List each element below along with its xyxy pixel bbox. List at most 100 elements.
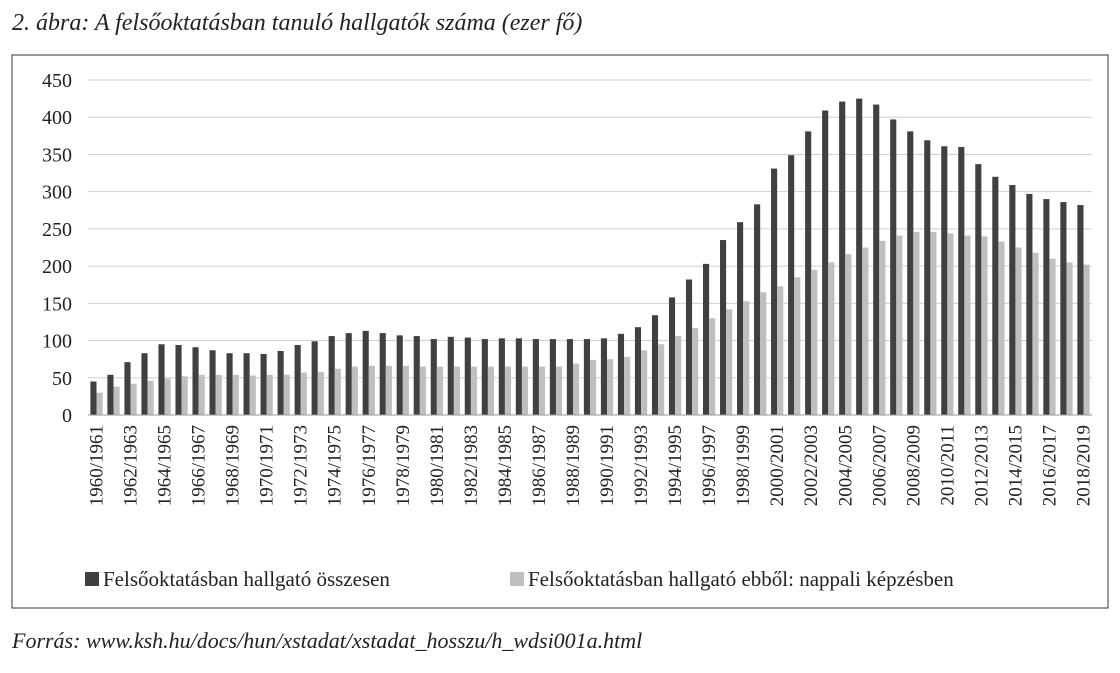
- bar: [709, 318, 716, 415]
- bar: [788, 155, 795, 415]
- bar: [692, 327, 699, 415]
- bar: [981, 236, 988, 415]
- x-tick-label: 2012/2013: [971, 425, 992, 506]
- bar: [124, 362, 131, 415]
- y-tick-label: 0: [62, 405, 72, 427]
- bar: [368, 365, 375, 415]
- x-tick-label: 1986/1987: [529, 425, 550, 506]
- y-tick-label: 150: [42, 293, 72, 315]
- chart-frame: [11, 54, 1109, 609]
- x-tick-label: 1982/1983: [461, 425, 482, 506]
- bar: [430, 339, 437, 415]
- bar: [107, 374, 114, 415]
- bar: [964, 235, 971, 415]
- bar: [532, 339, 539, 415]
- bar: [873, 104, 880, 416]
- bar: [566, 339, 573, 415]
- bar: [651, 315, 659, 415]
- bar: [794, 277, 801, 415]
- bar: [158, 344, 165, 415]
- bar: [294, 345, 301, 415]
- x-tick-label: 1968/1969: [223, 425, 244, 506]
- x-tick-label: 2004/2005: [835, 425, 856, 506]
- bar: [1009, 184, 1016, 415]
- x-tick-label: 1960/1961: [87, 425, 108, 506]
- bar: [754, 204, 761, 415]
- x-tick-label: 1984/1985: [495, 425, 516, 506]
- y-tick-label: 300: [42, 182, 72, 204]
- bar: [243, 353, 250, 415]
- bar: [777, 286, 784, 415]
- bar: [958, 147, 965, 415]
- bar: [702, 263, 710, 415]
- bar: [192, 347, 199, 415]
- bar: [481, 339, 488, 415]
- bar: [675, 336, 682, 415]
- bar: [464, 337, 471, 415]
- bar: [1026, 193, 1033, 415]
- bar: [498, 338, 505, 415]
- bar: [113, 386, 120, 415]
- bar: [345, 333, 352, 415]
- bar: [413, 336, 420, 415]
- bar: [743, 301, 750, 415]
- bar: [515, 338, 522, 415]
- bar: [351, 366, 358, 415]
- bar: [487, 366, 495, 415]
- bar: [130, 383, 137, 415]
- y-tick-label: 100: [42, 331, 72, 353]
- bar: [685, 279, 693, 415]
- bar: [447, 336, 454, 415]
- x-tick-label: 1990/1991: [597, 425, 618, 506]
- y-tick-label: 50: [52, 368, 72, 390]
- bar: [96, 392, 103, 415]
- bar: [1083, 264, 1090, 415]
- bar: [283, 374, 290, 415]
- bar: [607, 359, 614, 415]
- bar: [362, 330, 369, 415]
- bar: [1066, 262, 1073, 415]
- x-tick-label: 1980/1981: [427, 425, 448, 506]
- bar: [379, 333, 386, 415]
- x-tick-label: 2002/2003: [801, 425, 822, 506]
- bar: [975, 164, 982, 415]
- bar: [658, 344, 665, 415]
- x-tick-label: 2014/2015: [1005, 425, 1026, 506]
- bar: [147, 380, 154, 415]
- bar: [590, 359, 597, 415]
- bar: [805, 131, 812, 415]
- bar: [879, 240, 886, 415]
- x-tick-label: 1964/1965: [155, 425, 176, 506]
- x-tick-label: 2016/2017: [1039, 425, 1060, 506]
- x-tick-label: 1998/1999: [733, 425, 754, 506]
- bar: [249, 375, 256, 415]
- bar: [141, 353, 148, 415]
- bar: [924, 140, 931, 416]
- bar: [1060, 202, 1067, 415]
- bar: [771, 168, 778, 415]
- bar: [583, 339, 590, 415]
- x-tick-label: 1976/1977: [359, 425, 380, 506]
- bar: [232, 374, 239, 415]
- bar: [828, 262, 835, 415]
- bar: [634, 327, 642, 415]
- bar: [164, 378, 171, 415]
- bar: [175, 345, 182, 415]
- x-tick-label: 2010/2011: [937, 425, 958, 506]
- bar: [266, 374, 273, 415]
- bar: [572, 363, 580, 415]
- x-tick-label: 1970/1971: [257, 425, 278, 506]
- bar: [538, 366, 546, 415]
- legend-label: Felsőoktatásban hallgató ebből: nappali …: [528, 567, 954, 591]
- bar: [600, 338, 608, 415]
- bar: [470, 366, 478, 415]
- legend-swatch: [510, 572, 524, 586]
- source-note: Forrás: www.ksh.hu/docs/hun/xstadat/xsta…: [11, 628, 642, 653]
- bar: [209, 350, 216, 415]
- bar: [385, 365, 392, 415]
- bar: [317, 371, 324, 415]
- bar: [668, 297, 676, 415]
- bar: [1077, 205, 1084, 415]
- bar: [1043, 199, 1050, 415]
